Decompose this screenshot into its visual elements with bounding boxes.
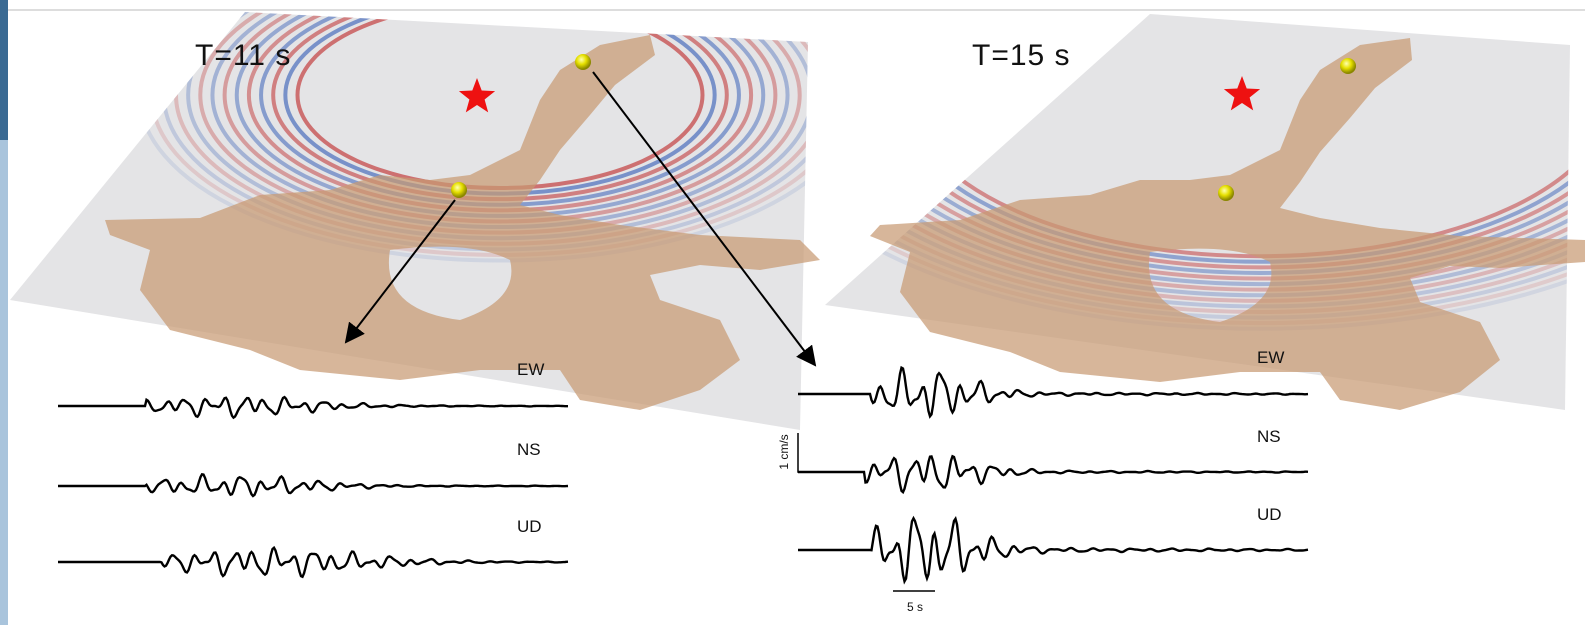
station bbox=[1340, 58, 1356, 74]
station bbox=[1218, 185, 1234, 201]
component-label: UD bbox=[517, 517, 542, 536]
amplitude-scale-bar bbox=[798, 433, 830, 472]
waveform bbox=[58, 474, 568, 496]
component-label: NS bbox=[517, 440, 541, 459]
waveform bbox=[798, 368, 1308, 417]
map-left bbox=[10, 0, 860, 430]
component-label: UD bbox=[1257, 505, 1282, 524]
map-right bbox=[751, 0, 1585, 410]
waveform bbox=[798, 456, 1308, 492]
station bbox=[451, 182, 467, 198]
time-label: T=11 s bbox=[195, 39, 291, 72]
side-bar bbox=[0, 0, 8, 140]
time-label: T=15 s bbox=[972, 39, 1071, 72]
waveform bbox=[798, 518, 1308, 581]
figure: T=11 s T=15 s EW NS UD EW NS UD 1 cm/s 5… bbox=[0, 0, 1585, 625]
waveform bbox=[58, 397, 568, 418]
component-label: EW bbox=[1257, 348, 1284, 367]
time-scale-label: 5 s bbox=[907, 600, 923, 614]
waveform bbox=[58, 548, 568, 577]
component-label: EW bbox=[517, 360, 544, 379]
station bbox=[575, 54, 591, 70]
side-bar bbox=[0, 140, 8, 625]
component-label: NS bbox=[1257, 427, 1281, 446]
amplitude-scale-label: 1 cm/s bbox=[777, 434, 791, 469]
